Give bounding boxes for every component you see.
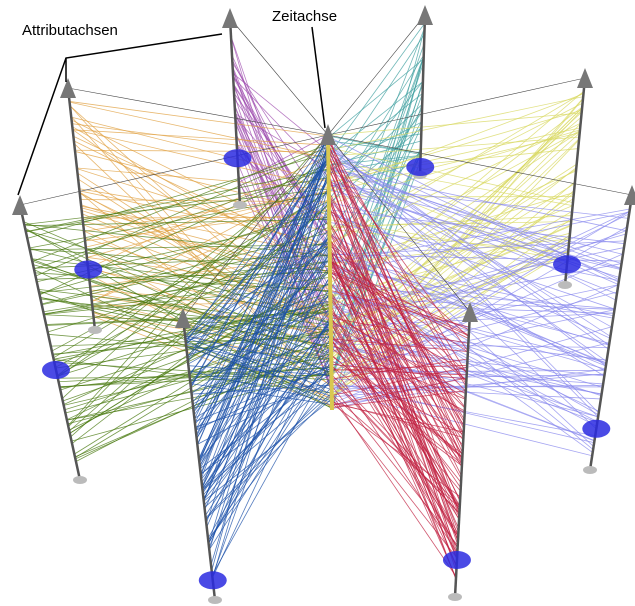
axis-foot xyxy=(88,326,102,334)
axis-slider xyxy=(199,571,227,589)
line-bundles xyxy=(20,15,632,579)
axis-cone xyxy=(577,68,593,88)
axis-foot xyxy=(208,596,222,604)
axis-slider xyxy=(42,361,70,379)
axis-slider xyxy=(406,158,434,176)
axis-foot xyxy=(448,593,462,601)
connection-line xyxy=(70,102,329,158)
axis-foot xyxy=(233,201,247,209)
axis-foot xyxy=(583,466,597,474)
connection-line xyxy=(71,117,328,182)
attribute-axis xyxy=(565,78,585,285)
attribute-axis xyxy=(230,18,240,205)
axis-cone xyxy=(60,78,76,98)
connection-line xyxy=(72,124,328,157)
pointer-line xyxy=(312,27,325,128)
connection-line xyxy=(208,379,331,540)
axis-cone xyxy=(222,8,238,28)
axis-cone xyxy=(12,195,28,215)
attribute-axes-label: Attributachsen xyxy=(22,22,118,39)
axis-slider xyxy=(443,551,471,569)
axis-slider xyxy=(224,149,252,167)
visualization: Attributachsen Zeitachse xyxy=(0,0,635,606)
axis-slider xyxy=(553,255,581,273)
axis-cone xyxy=(417,5,433,25)
annotations: Attributachsen Zeitachse xyxy=(18,8,337,195)
time-axis-label: Zeitachse xyxy=(272,8,337,25)
axis-foot xyxy=(558,281,572,289)
axis-slider xyxy=(74,261,102,279)
axis-cone xyxy=(624,185,635,205)
axis-foot xyxy=(73,476,87,484)
axis-slider xyxy=(582,420,610,438)
time-axis xyxy=(328,135,332,410)
